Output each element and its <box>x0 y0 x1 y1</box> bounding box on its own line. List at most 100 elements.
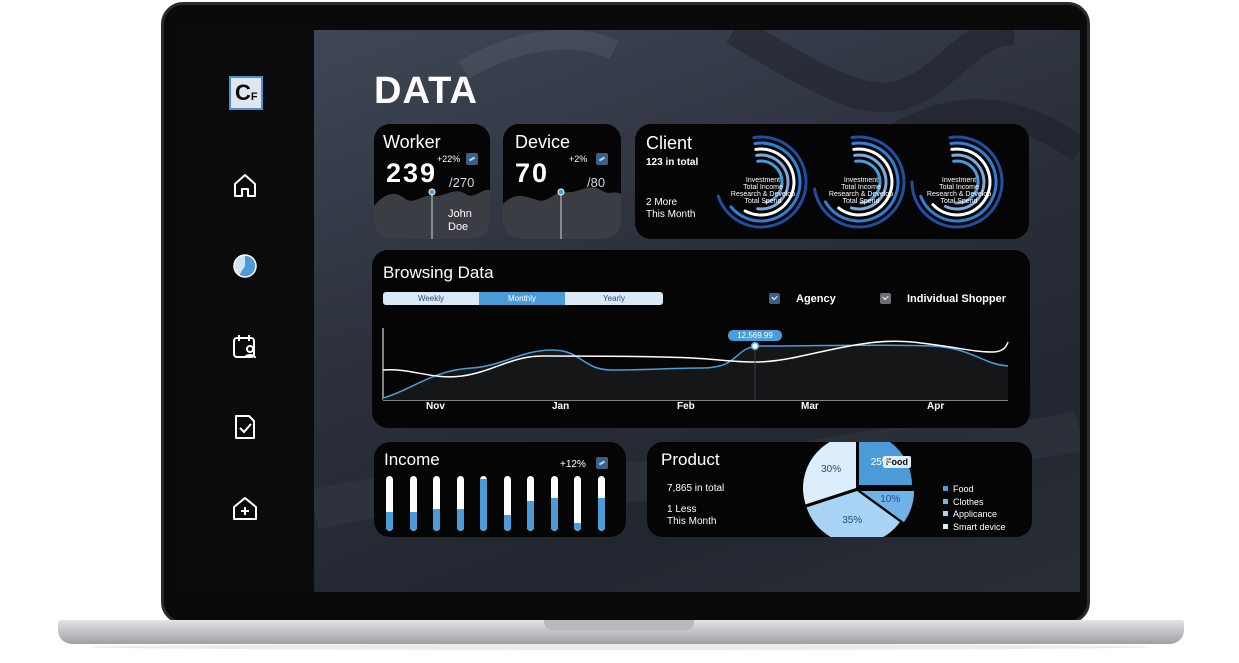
income-bar <box>480 476 487 531</box>
laptop-notch <box>544 620 694 630</box>
ring-arc <box>931 147 992 217</box>
ring-arc <box>849 153 888 211</box>
pie-slice-label: 35% <box>842 515 863 527</box>
month-label: Mar <box>801 401 819 412</box>
income-bar <box>597 476 605 531</box>
pie-slice <box>803 442 856 505</box>
ring-arc <box>910 135 1004 229</box>
worker-sparkline <box>374 188 490 239</box>
pie-slice <box>861 491 914 523</box>
income-change: +12% <box>560 459 586 470</box>
income-bar <box>574 476 581 531</box>
worker-card[interactable]: Worker 239 +22% /270 John Doe <box>374 124 490 239</box>
device-change: +2% <box>569 154 588 164</box>
pie-slice <box>806 491 900 537</box>
income-title: Income <box>384 450 440 469</box>
add-home-icon[interactable] <box>231 494 259 522</box>
page-title: DATA <box>374 70 478 112</box>
pie-legend-item: Clothes <box>943 497 984 507</box>
device-value: 70 <box>515 158 550 188</box>
client-ring-chart <box>813 135 906 229</box>
worker-person: John Doe <box>448 208 472 233</box>
client-title: Client <box>646 133 693 153</box>
ring-arc <box>755 153 790 211</box>
product-title: Product <box>661 450 720 469</box>
income-bar <box>409 476 417 531</box>
income-bar <box>456 476 464 531</box>
client-total: 123 in total <box>646 157 699 168</box>
client-more: 2 More This Month <box>646 197 696 220</box>
pie-chart-icon[interactable] <box>231 252 259 280</box>
income-bar <box>527 476 534 531</box>
income-bar <box>386 476 393 531</box>
document-check-icon[interactable] <box>231 413 259 441</box>
ring-arc <box>716 135 808 229</box>
product-total: 7,865 in total <box>667 483 725 494</box>
pie-legend-item: Food <box>943 484 974 494</box>
ring-arc <box>823 141 900 223</box>
ring-arc <box>944 153 986 211</box>
ring-arc <box>837 147 894 217</box>
income-bar <box>503 476 511 531</box>
worker-value: 239 <box>386 158 438 188</box>
ring-labels: Investment Total Income Research & Develop… <box>730 177 796 205</box>
pie-legend-item: Smart device <box>943 522 1006 532</box>
device-title: Device <box>515 132 571 152</box>
income-bar <box>433 476 440 531</box>
browsing-title: Browsing Data <box>383 263 494 282</box>
laptop-shadow <box>90 644 1150 650</box>
shopper-checkbox[interactable] <box>880 293 891 304</box>
worker-title: Worker <box>383 132 441 152</box>
client-ring-chart <box>716 135 808 229</box>
agency-label: Agency <box>796 293 836 305</box>
pie-slice-label: 30% <box>821 463 842 475</box>
worker-change: +22% <box>437 154 461 164</box>
browsing-card[interactable]: Browsing Data Weekly Monthly Yearly Agen… <box>372 250 1030 428</box>
ring-arc <box>952 159 980 205</box>
tab-monthly[interactable]: Monthly <box>479 292 565 305</box>
ring-arc <box>854 159 882 205</box>
chart-tooltip: 12,569.99 <box>737 331 773 340</box>
tab-yearly[interactable]: Yearly <box>603 294 625 303</box>
pie-callout: Food <box>883 456 911 468</box>
device-sparkline <box>503 187 621 239</box>
ring-arc <box>919 141 998 223</box>
device-card[interactable]: Device 70 +2% /80 <box>503 124 621 239</box>
ring-labels: Investment Total Income Research & Develop… <box>828 177 894 205</box>
month-label: Jan <box>552 401 570 412</box>
client-card[interactable]: Client 123 in total 2 More This Month Inv… <box>635 124 1029 239</box>
product-pie-chart <box>803 442 914 537</box>
agency-checkbox[interactable] <box>769 293 780 304</box>
ring-arc <box>756 159 784 204</box>
sidebar: CF <box>176 30 314 592</box>
home-icon[interactable] <box>231 171 259 199</box>
device-total: /80 <box>587 175 606 190</box>
product-less: 1 Less This Month <box>667 504 717 527</box>
trend-up-icon <box>596 457 608 469</box>
worker-total: /270 <box>449 175 475 190</box>
ring-arc <box>813 135 906 229</box>
income-card[interactable]: Income +12% <box>374 442 626 537</box>
trend-up-icon <box>466 153 478 165</box>
income-bar <box>550 476 558 531</box>
month-label: Apr <box>927 401 945 412</box>
product-card[interactable]: Product 7,865 in total 1 Less This Month … <box>647 442 1032 537</box>
screen: CF <box>176 30 1080 592</box>
ring-arc <box>729 141 802 223</box>
browsing-line-chart <box>382 328 1009 401</box>
month-label: Feb <box>677 401 695 412</box>
shopper-label: Individual Shopper <box>907 293 1007 305</box>
client-ring-chart <box>910 135 1004 229</box>
pie-legend-item: Applicance <box>943 509 997 519</box>
pie-slice-label: 25% <box>870 457 891 469</box>
tab-weekly[interactable]: Weekly <box>417 294 445 303</box>
month-label: Nov <box>426 401 445 412</box>
trend-up-icon <box>596 153 608 165</box>
ring-labels: Investment Total Income Research & Develop… <box>926 177 992 205</box>
pie-slice-label: 10% <box>880 494 901 506</box>
calendar-user-icon[interactable] <box>231 332 259 360</box>
period-tabs: Weekly Monthly Yearly <box>383 292 663 305</box>
app-logo[interactable]: CF <box>229 76 263 110</box>
ring-arc <box>743 147 796 217</box>
